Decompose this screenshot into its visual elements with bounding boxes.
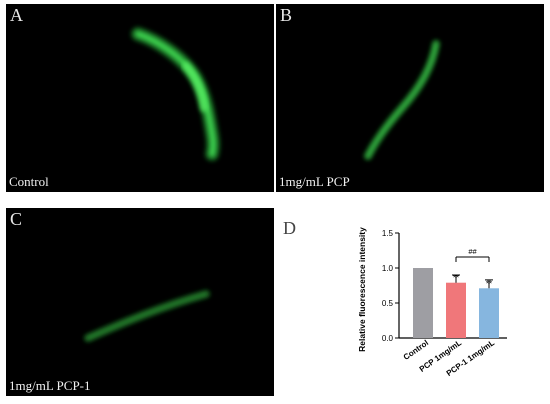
bar-2 bbox=[446, 282, 466, 338]
y-tick-label: 1.0 bbox=[382, 264, 394, 273]
panel-b-caption: 1mg/mL PCP bbox=[279, 174, 350, 189]
y-tick-label: 0.0 bbox=[382, 334, 394, 343]
y-tick-label: 0.5 bbox=[382, 299, 394, 308]
significance-mark-2: ** bbox=[453, 274, 459, 283]
panel-c-letter: C bbox=[10, 209, 23, 229]
category-label-1: Control bbox=[402, 338, 430, 362]
bar-3 bbox=[479, 288, 499, 338]
panel-a-letter: A bbox=[10, 5, 23, 25]
micrograph-pcp: B 1mg/mL PCP bbox=[276, 4, 544, 192]
significance-mark-3: ** bbox=[486, 279, 492, 288]
y-axis-label: Relative fluorescence intensity bbox=[357, 227, 367, 352]
worm-fluorescence-pcp1 bbox=[83, 289, 211, 343]
worm-fluorescence-pcp bbox=[363, 39, 441, 161]
bar-chart: 0.0 0.5 1.0 1.5 Relative fluorescence intens… bbox=[357, 227, 507, 378]
panel-d-letter: D bbox=[283, 218, 296, 238]
worm-fluorescence-control bbox=[131, 27, 221, 161]
micrograph-control: A Control bbox=[6, 4, 274, 192]
panel-a-caption: Control bbox=[9, 174, 49, 189]
panel-c-caption: 1mg/mL PCP-1 bbox=[9, 378, 91, 393]
panel-b-letter: B bbox=[280, 5, 293, 25]
y-tick-label: 1.5 bbox=[382, 229, 394, 238]
panel-d-chart: D 0.0 0.5 1.0 1.5 Relative fluorescence inte… bbox=[281, 213, 543, 401]
micrograph-pcp1: C 1mg/mL PCP-1 bbox=[6, 208, 274, 396]
comparison-label: ## bbox=[468, 247, 477, 256]
bar-1 bbox=[413, 268, 433, 338]
